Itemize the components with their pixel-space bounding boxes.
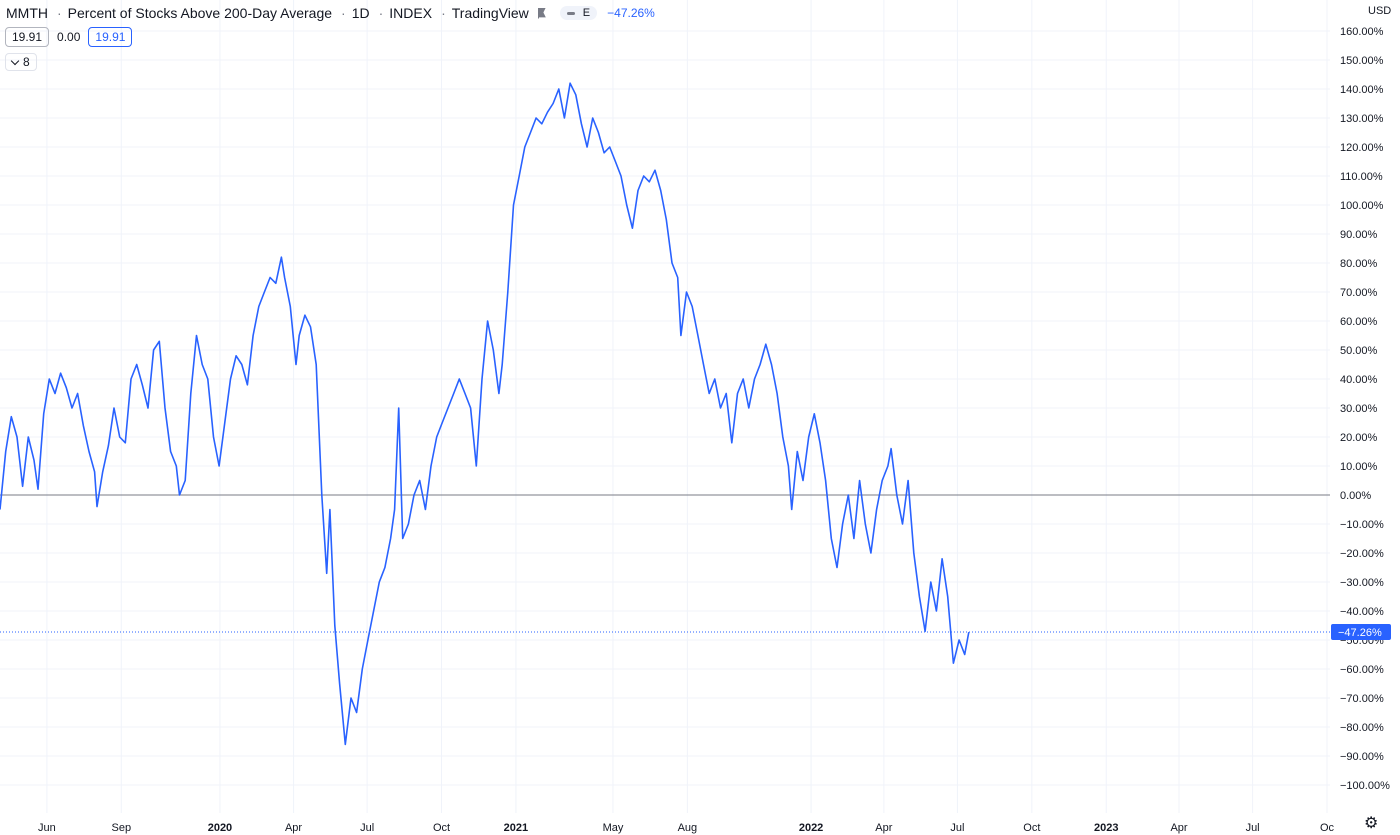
close-value[interactable]: 19.91: [88, 27, 133, 47]
x-tick-label: Apr: [875, 822, 892, 834]
x-tick-label: 2023: [1094, 822, 1118, 834]
x-tick-label: Aug: [678, 822, 698, 834]
interval-label[interactable]: 1D: [351, 5, 370, 21]
x-tick-label: Oct: [1023, 822, 1040, 834]
symbol-label[interactable]: MMTH: [6, 5, 48, 21]
y-tick-label: −90.00%: [1340, 751, 1384, 763]
y-tick-label: 140.00%: [1340, 84, 1384, 96]
x-tick-label: May: [603, 822, 624, 834]
exchange-label: INDEX: [389, 5, 433, 21]
open-value[interactable]: 19.91: [5, 27, 50, 47]
y-tick-label: 90.00%: [1340, 229, 1378, 241]
x-tick-label: Apr: [285, 822, 302, 834]
y-tick-label: 10.00%: [1340, 461, 1378, 473]
y-tick-label: 120.00%: [1340, 142, 1384, 154]
dash-icon: [566, 11, 575, 15]
y-tick-label: −30.00%: [1340, 577, 1384, 589]
ohlc-row: 19.91 0.00 19.91: [5, 27, 133, 47]
last-value-label: −47.26%: [1338, 627, 1382, 639]
series-line[interactable]: [0, 82, 970, 746]
y-tick-label: 0.00%: [1340, 490, 1371, 502]
x-tick-label: Jul: [360, 822, 374, 834]
y-tick-label: −10.00%: [1340, 519, 1384, 531]
events-pill[interactable]: E: [559, 6, 598, 20]
x-tick-label: 2022: [799, 822, 823, 834]
gear-icon[interactable]: ⚙: [1364, 815, 1379, 832]
indicator-count: 8: [23, 55, 30, 69]
x-tick-label: Sep: [112, 822, 132, 834]
chevron-down-icon: [10, 56, 20, 66]
y-tick-label: 100.00%: [1340, 200, 1384, 212]
x-tick-label: Jun: [38, 822, 56, 834]
chart-title: Percent of Stocks Above 200-Day Average: [67, 5, 333, 21]
y-tick-label: 130.00%: [1340, 113, 1384, 125]
y-tick-label: 50.00%: [1340, 345, 1378, 357]
chart-header: MMTH · Percent of Stocks Above 200-Day A…: [6, 5, 655, 21]
last-value-badge: [1331, 624, 1391, 641]
y-tick-label: −20.00%: [1340, 548, 1384, 560]
y-tick-label: 40.00%: [1340, 374, 1378, 386]
y-tick-label: 80.00%: [1340, 258, 1378, 270]
y-tick-label: −70.00%: [1340, 693, 1384, 705]
currency-label[interactable]: USD: [1368, 5, 1392, 17]
x-tick-label: Apr: [1170, 822, 1187, 834]
x-tick-label: Oc: [1320, 822, 1335, 834]
y-tick-label: −100.00%: [1340, 780, 1390, 792]
y-tick-label: 60.00%: [1340, 316, 1378, 328]
y-tick-label: 70.00%: [1340, 287, 1378, 299]
change-percent: −47.26%: [607, 6, 655, 20]
y-tick-label: 150.00%: [1340, 55, 1384, 67]
x-tick-label: 2020: [208, 822, 232, 834]
y-tick-label: −60.00%: [1340, 664, 1384, 676]
x-tick-label: Oct: [433, 822, 450, 834]
y-tick-label: −40.00%: [1340, 606, 1384, 618]
y-tick-label: 30.00%: [1340, 403, 1378, 415]
x-tick-label: 2021: [504, 822, 528, 834]
y-tick-label: 160.00%: [1340, 26, 1384, 38]
y-tick-label: 20.00%: [1340, 432, 1378, 444]
y-tick-label: 110.00%: [1340, 171, 1383, 183]
events-pill-label: E: [582, 7, 591, 19]
indicators-toggle[interactable]: 8: [5, 53, 37, 71]
x-tick-label: Jul: [950, 822, 964, 834]
x-tick-label: Jul: [1246, 822, 1260, 834]
y-tick-label: −80.00%: [1340, 722, 1384, 734]
change-value: 0.00: [57, 30, 81, 44]
flag-icon[interactable]: [537, 7, 546, 19]
source-label: TradingView: [451, 5, 529, 21]
